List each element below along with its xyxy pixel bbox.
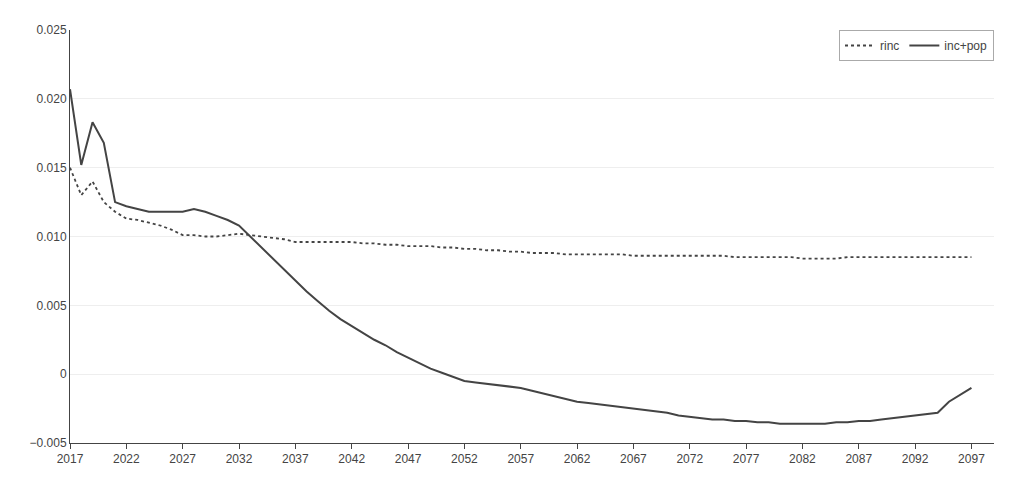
svg-text:2052: 2052 <box>451 452 478 466</box>
svg-text:2037: 2037 <box>282 452 309 466</box>
svg-text:0.010: 0.010 <box>37 230 67 244</box>
svg-text:2047: 2047 <box>395 452 422 466</box>
svg-text:2097: 2097 <box>958 452 985 466</box>
svg-text:2027: 2027 <box>169 452 196 466</box>
svg-text:−0.005: −0.005 <box>30 436 67 450</box>
svg-text:2077: 2077 <box>733 452 760 466</box>
svg-text:0.005: 0.005 <box>37 299 67 313</box>
svg-text:0.015: 0.015 <box>37 161 67 175</box>
svg-text:2022: 2022 <box>113 452 140 466</box>
svg-text:0: 0 <box>60 367 67 381</box>
svg-text:2062: 2062 <box>564 452 591 466</box>
svg-text:inc+pop: inc+pop <box>944 39 987 53</box>
svg-text:2067: 2067 <box>620 452 647 466</box>
svg-text:2057: 2057 <box>507 452 534 466</box>
svg-text:2092: 2092 <box>902 452 929 466</box>
svg-text:2017: 2017 <box>57 452 84 466</box>
svg-text:rinc: rinc <box>880 39 899 53</box>
svg-text:2087: 2087 <box>845 452 872 466</box>
svg-text:2042: 2042 <box>338 452 365 466</box>
svg-text:2072: 2072 <box>676 452 703 466</box>
svg-text:2032: 2032 <box>226 452 253 466</box>
svg-text:0.020: 0.020 <box>37 92 67 106</box>
svg-text:2082: 2082 <box>789 452 816 466</box>
svg-text:0.025: 0.025 <box>37 23 67 37</box>
